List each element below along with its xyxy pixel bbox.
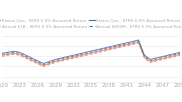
Legend: Status Quo - SERS 6.9% Assumed Return, Annual $1B - SERS 6.9% Assumed Return, St: Status Quo - SERS 6.9% Assumed Return, A…: [0, 16, 182, 30]
